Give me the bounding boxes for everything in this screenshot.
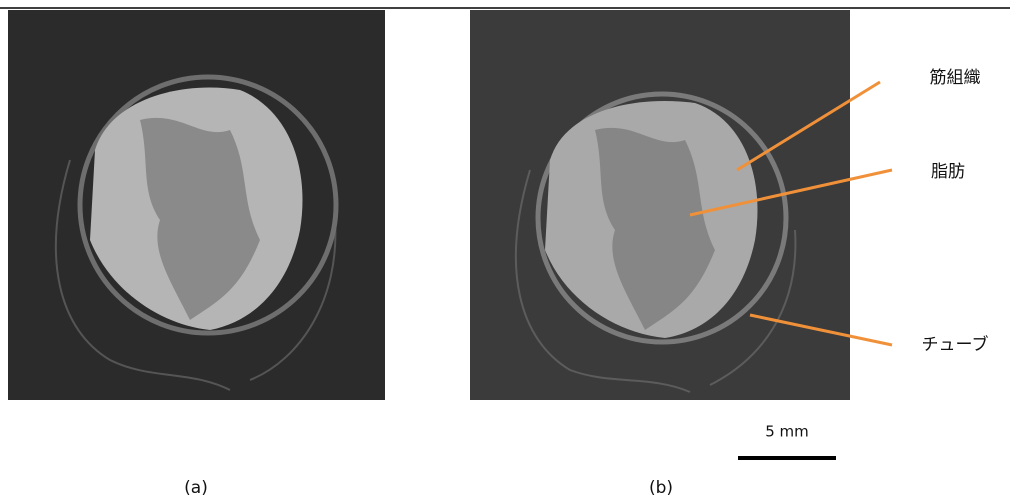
annotation: チューブ	[922, 334, 989, 355]
annotation: 脂肪	[931, 162, 965, 182]
figure: 筋組織 脂肪 チューブ 5 mm (a) (b)	[0, 0, 1010, 504]
scale-bar-label: 5 mm	[765, 423, 809, 441]
panel-a	[8, 10, 385, 400]
panel-label: (a)	[184, 478, 208, 498]
annotation: 筋組織	[930, 68, 981, 88]
panel-b	[470, 10, 850, 400]
panel-label: (b)	[649, 478, 673, 498]
